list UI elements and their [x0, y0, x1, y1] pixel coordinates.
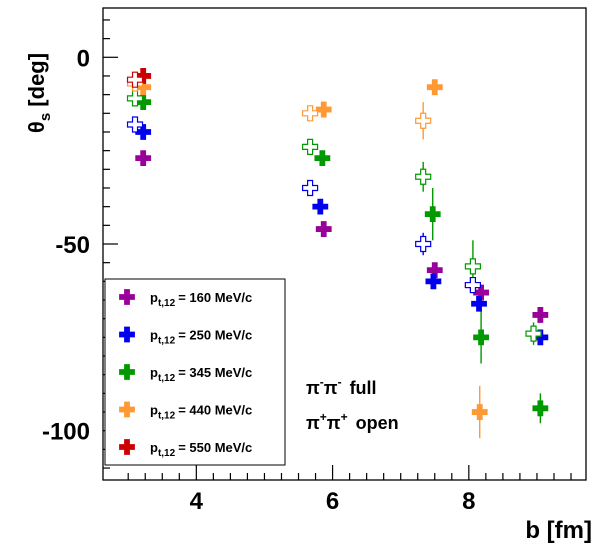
legend-subscript: t,12: [158, 373, 176, 384]
filled-marker: [314, 150, 331, 167]
legend-p: p: [150, 290, 158, 305]
legend-label: pt,12 = 345 MeV/c: [150, 365, 252, 384]
filled-marker: [425, 273, 442, 290]
legend-subscript: t,12: [158, 411, 176, 422]
filled-marker: [532, 307, 549, 323]
y-title-symbol: θ: [24, 121, 49, 133]
open-marker: [301, 179, 319, 197]
data-markers: [126, 68, 549, 420]
legend-marker: [119, 364, 135, 380]
y-tick-label: 0: [77, 45, 90, 72]
legend-box: [104, 278, 286, 466]
legend-value: = 250 MeV/c: [178, 328, 252, 343]
open-marker: [464, 258, 482, 275]
legend-value: = 160 MeV/c: [178, 290, 252, 305]
tick-labels: 4 6 8 0 -50 -100: [42, 45, 476, 515]
legend-marker: [119, 289, 135, 305]
annotation-open: π+π+ open: [306, 410, 399, 433]
annotation-particle: π: [306, 378, 320, 398]
filled-marker: [473, 329, 489, 346]
error-bars: [422, 79, 542, 439]
annotation-full: π-π-full: [306, 375, 377, 398]
annotation-label: full: [350, 378, 377, 398]
open-marker: [415, 168, 432, 185]
filled-marker: [426, 262, 443, 279]
filled-marker: [471, 404, 488, 420]
filled-marker: [315, 101, 332, 118]
filled-marker: [532, 400, 549, 417]
legend-p: p: [150, 440, 158, 455]
legend-subscript: t,12: [158, 298, 176, 309]
legend-p: p: [150, 328, 158, 343]
annotation-particle: π: [327, 413, 341, 433]
open-marker: [301, 138, 319, 156]
legend-marker: [119, 326, 135, 343]
legend-value: = 345 MeV/c: [178, 365, 252, 380]
annotation-particle: π: [324, 378, 338, 398]
annotation-particle: π: [306, 413, 320, 433]
legend-label: pt,12 = 160 MeV/c: [150, 290, 252, 309]
legend-p: p: [150, 403, 158, 418]
annotation-charge: -: [338, 375, 342, 389]
y-axis-title: θs [deg]: [24, 53, 54, 133]
legend-marker: [119, 401, 135, 418]
legend-subscript: t,12: [158, 336, 176, 347]
open-marker: [415, 235, 432, 253]
y-title-subscript: s: [37, 113, 54, 121]
y-title-unit: [deg]: [24, 53, 49, 113]
annotation-label: open: [356, 413, 399, 433]
legend-value: = 440 MeV/c: [178, 403, 252, 418]
legend-value: = 550 MeV/c: [178, 440, 252, 455]
legend-marker: [119, 439, 135, 455]
legend-p: p: [150, 365, 158, 380]
filled-marker: [424, 206, 441, 223]
filled-marker: [312, 198, 329, 215]
y-tick-label: -50: [55, 232, 90, 259]
legend: pt,12 = 160 MeV/cpt,12 = 250 MeV/cpt,12 = 3…: [119, 289, 252, 459]
open-marker: [126, 71, 144, 88]
annotation-charge: -: [320, 375, 324, 389]
annotation-charge: +: [320, 410, 327, 424]
open-marker: [464, 276, 482, 294]
filled-marker: [135, 150, 152, 167]
open-marker: [126, 90, 144, 107]
annotation-charge: +: [341, 410, 348, 424]
x-tick-label: 4: [190, 488, 204, 515]
filled-marker: [471, 295, 487, 312]
open-marker: [415, 112, 432, 129]
filled-marker: [315, 221, 332, 237]
open-marker: [301, 105, 319, 122]
x-axis-title: b [fm]: [525, 517, 592, 544]
filled-marker: [426, 79, 443, 96]
legend-label: pt,12 = 250 MeV/c: [150, 328, 252, 347]
y-tick-label: -100: [42, 419, 90, 446]
x-tick-label: 8: [462, 488, 475, 515]
legend-label: pt,12 = 550 MeV/c: [150, 440, 252, 459]
legend-subscript: t,12: [158, 448, 176, 459]
open-marker: [525, 325, 542, 342]
x-tick-label: 6: [326, 488, 339, 515]
legend-label: pt,12 = 440 MeV/c: [150, 403, 252, 422]
open-marker: [126, 116, 144, 133]
